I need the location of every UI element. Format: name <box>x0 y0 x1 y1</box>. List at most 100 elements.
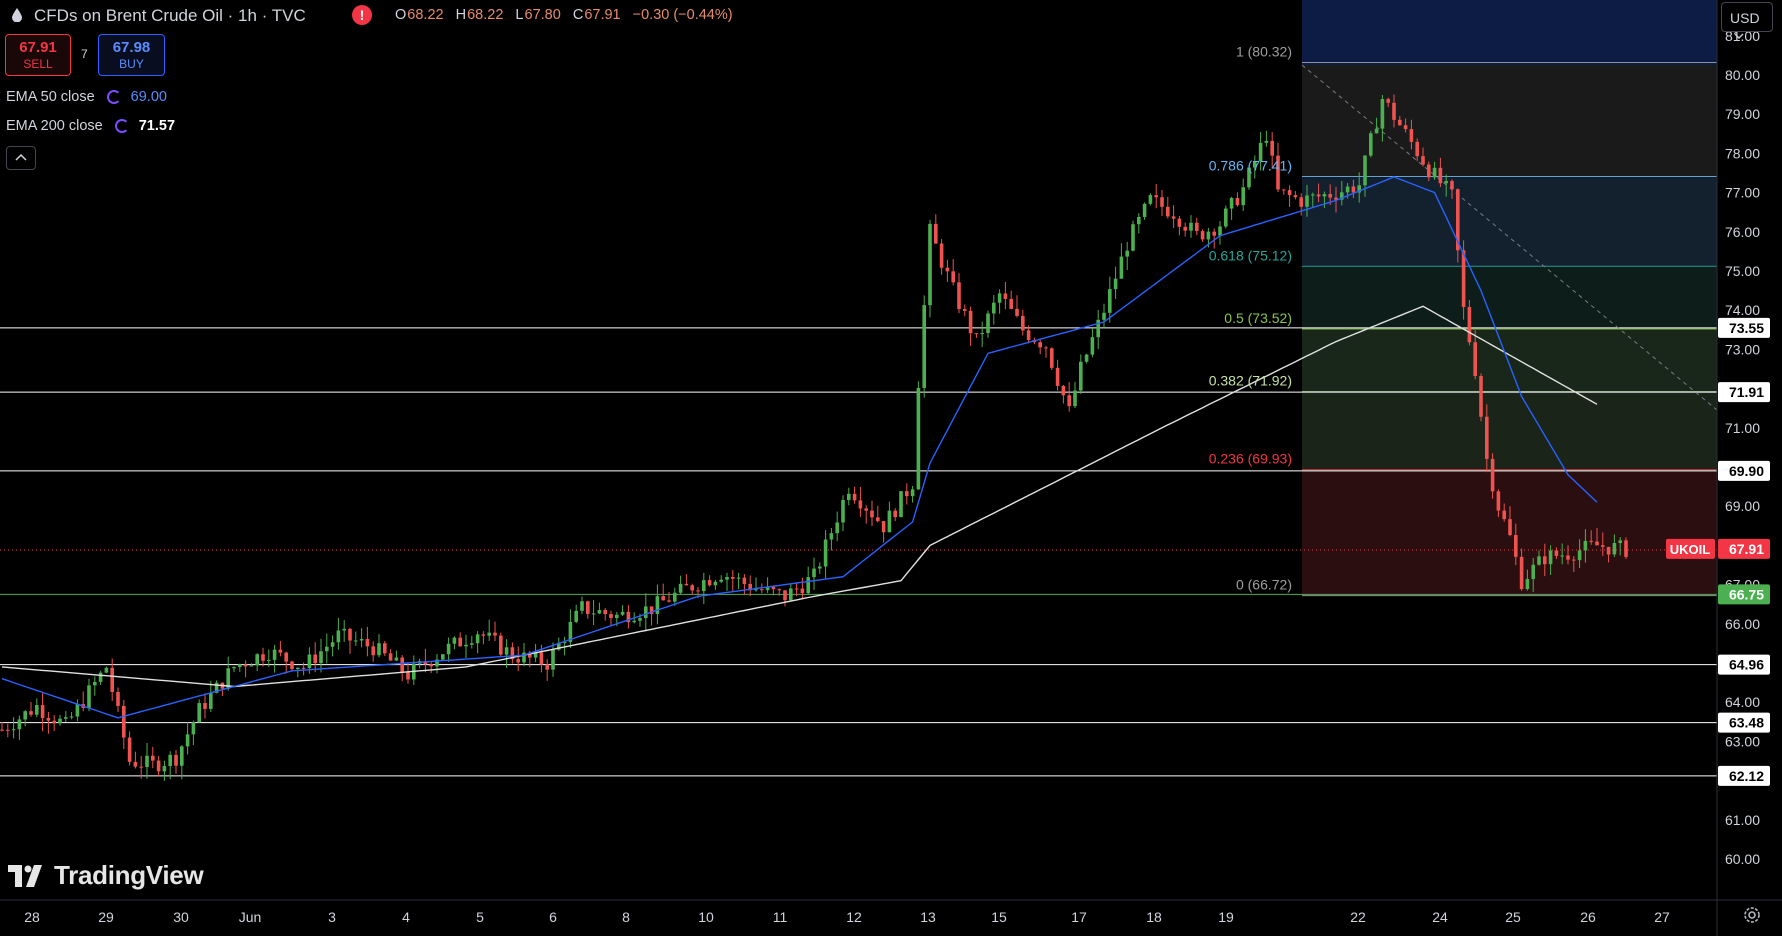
candle-body <box>6 729 10 731</box>
svg-text:73.55: 73.55 <box>1729 320 1764 336</box>
candle-body <box>1380 99 1385 129</box>
candle-body <box>1328 194 1332 198</box>
candle-body <box>841 500 845 523</box>
candle-body <box>1403 125 1408 130</box>
candle-body <box>1090 337 1095 355</box>
candle-body <box>1548 550 1553 565</box>
candle-body <box>1519 556 1524 590</box>
candle-body <box>330 642 335 647</box>
candle-body <box>191 722 196 735</box>
candle-body <box>214 682 219 693</box>
symbol-title[interactable]: CFDs on Brent Crude Oil · 1h · TVC <box>34 6 306 25</box>
candle-body <box>934 223 938 244</box>
candle-body <box>574 610 578 622</box>
candle-body <box>278 649 283 653</box>
candle-body <box>122 705 126 738</box>
candle-body <box>209 692 213 709</box>
candle-body <box>945 267 950 272</box>
indicator-ema200[interactable]: EMA 200 close 71.57 <box>6 118 175 134</box>
chevron-up-icon <box>15 153 27 161</box>
candle-body <box>383 643 387 654</box>
candle-body <box>1589 540 1593 542</box>
x-tick-label: 12 <box>846 909 862 925</box>
fib-zone-05-0382 <box>1302 329 1717 394</box>
candle-body <box>435 659 439 667</box>
candle-body <box>1357 185 1361 193</box>
candle-body <box>458 637 462 647</box>
candle-body <box>678 583 683 593</box>
candle-body <box>1566 555 1570 560</box>
svg-text:71.91: 71.91 <box>1729 384 1764 400</box>
tradingview-logo[interactable]: TradingView <box>8 860 204 891</box>
fib-label-5: 0.236 (69.93) <box>1209 451 1292 467</box>
candle-body <box>1206 231 1211 240</box>
candle-body <box>1618 540 1622 543</box>
currency-dropdown[interactable]: USD <box>1721 2 1773 39</box>
candle-body <box>609 614 613 619</box>
indicator-ema200-label: EMA 200 close <box>6 118 103 134</box>
y-tick-label: 78.00 <box>1725 145 1760 161</box>
candle-body <box>1554 550 1559 556</box>
sell-button[interactable]: 67.91 SELL <box>5 34 71 76</box>
symbol-header[interactable]: CFDs on Brent Crude Oil · 1h · TVC <box>0 0 306 32</box>
y-tick-label: 77.00 <box>1725 185 1760 201</box>
candle-body <box>539 652 544 665</box>
spread-value: 7 <box>81 47 88 61</box>
indicator-ema50[interactable]: EMA 50 close 69.00 <box>6 89 167 105</box>
x-tick-label: 17 <box>1071 909 1087 925</box>
currency-label: USD <box>1730 10 1760 26</box>
y-tick-label: 76.00 <box>1725 224 1760 240</box>
candle-body <box>1113 278 1118 290</box>
candle-body <box>394 657 399 661</box>
buy-button[interactable]: 67.98 BUY <box>98 34 165 76</box>
level-tag-5: 63.48 <box>1718 712 1770 733</box>
candle-body <box>661 596 665 601</box>
candle-body <box>1166 206 1170 217</box>
candle-body <box>226 668 230 689</box>
candle-body <box>156 760 161 772</box>
x-tick-label: 4 <box>402 909 410 925</box>
candle-body <box>765 586 770 591</box>
candle-body <box>1229 197 1234 209</box>
candle-body <box>487 632 491 636</box>
candle-body <box>1235 197 1240 206</box>
candle-body <box>174 754 178 766</box>
fibonacci-retracement[interactable] <box>1302 0 1717 596</box>
cycle-icon <box>114 119 129 133</box>
candle-body <box>1461 250 1466 308</box>
candle-body <box>893 510 897 518</box>
indicator-ema200-value: 71.57 <box>138 118 176 134</box>
candle-body <box>1444 181 1448 184</box>
candle-body <box>1160 197 1164 207</box>
candle-body <box>713 581 718 586</box>
candle-body <box>1050 348 1054 368</box>
candle-body <box>1003 293 1008 299</box>
gear-icon[interactable] <box>1742 905 1762 925</box>
candle-body <box>719 579 723 582</box>
candle-body <box>185 734 190 747</box>
candle-body <box>0 729 4 731</box>
alert-icon[interactable]: ! <box>352 5 372 25</box>
candle-body <box>1293 195 1298 198</box>
fib-label-3: 0.5 (73.52) <box>1224 310 1292 326</box>
candle-body <box>1351 186 1356 193</box>
collapse-legend-button[interactable] <box>6 146 36 170</box>
candle-body <box>87 685 91 708</box>
logo-text: TradingView <box>54 860 204 890</box>
candle-body <box>313 654 317 664</box>
candle-body <box>1276 155 1280 190</box>
candle-body <box>1334 197 1338 200</box>
buy-label: BUY <box>119 57 144 71</box>
candle-body <box>522 652 526 663</box>
candle-body <box>818 566 822 569</box>
candle-body <box>1247 167 1251 188</box>
ema-200-line <box>1 305 1598 688</box>
candle-body <box>504 647 509 655</box>
sell-price: 67.91 <box>19 39 57 56</box>
candle-body <box>963 309 967 311</box>
low-value: 67.80 <box>524 7 561 23</box>
candle-body <box>365 638 370 647</box>
candle-body <box>1572 559 1576 561</box>
candle-body <box>319 651 323 664</box>
